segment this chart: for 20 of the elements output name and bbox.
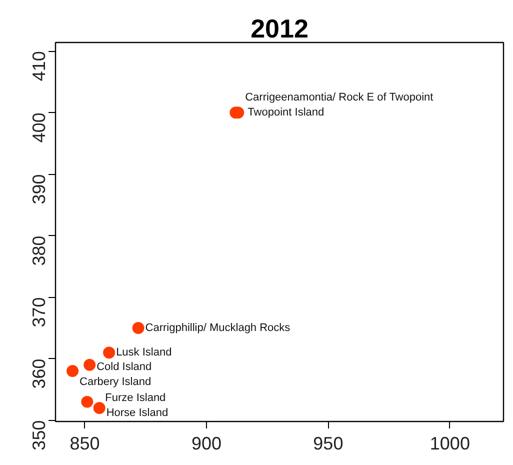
annotation: Twopoint Island <box>248 106 324 119</box>
y-tick-label: 390 <box>29 174 49 204</box>
x-tick-label: 950 <box>313 434 344 454</box>
annotation: Cold Island <box>96 360 152 373</box>
annotation: Carrigeenamontia/ Rock E of Twopoint <box>245 92 434 104</box>
annotation: Lusk Island <box>116 346 172 359</box>
x-tick-label: 850 <box>70 434 100 454</box>
y-tick-label: 350 <box>29 420 49 450</box>
annotation: Carbery Island <box>80 376 152 388</box>
annotation: Carrigphillip/ Mucklagh Rocks <box>145 322 291 334</box>
y-tick-label: 410 <box>29 51 49 82</box>
y-tick-label: 370 <box>29 297 49 328</box>
y-tick-label: 400 <box>29 112 49 143</box>
annotation: Horse Island <box>106 406 168 419</box>
x-tick-label: 900 <box>191 434 222 454</box>
y-tick-label: 360 <box>29 358 49 389</box>
annotation: Furze Island <box>105 392 166 404</box>
chart-title: 2012 <box>250 14 308 44</box>
y-tick-label: 380 <box>29 236 49 266</box>
x-tick-label: 1000 <box>430 434 470 454</box>
